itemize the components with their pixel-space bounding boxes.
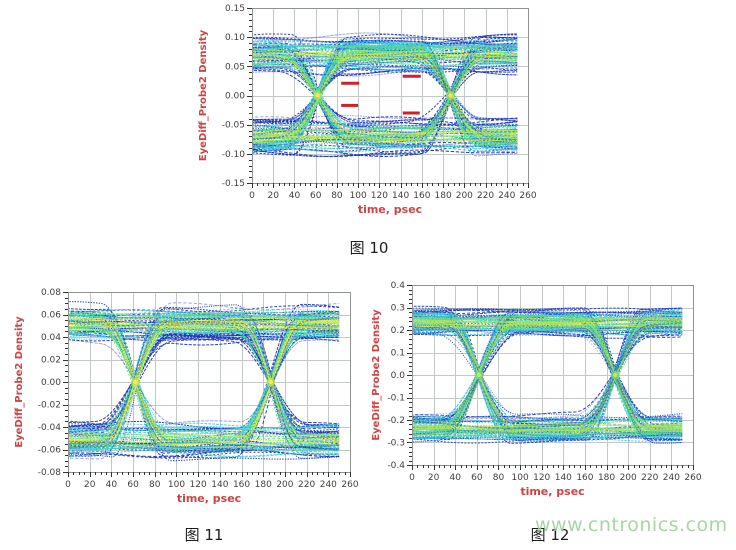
eye-diagram-canvas-11 <box>10 278 372 518</box>
eye-diagram-canvas-10 <box>193 0 545 232</box>
figure-11-caption: 图 11 <box>184 526 224 544</box>
figure-eye-diagram-10: 图 10 <box>193 0 545 258</box>
eye-diagram-canvas-12 <box>372 278 716 518</box>
figure-10-caption: 图 10 <box>349 239 389 257</box>
figure-eye-diagram-11: 图 11 <box>10 278 372 545</box>
figure-12-caption: 图 12 <box>530 526 570 544</box>
watermark: www.cntronics.com <box>535 514 728 536</box>
figure-eye-diagram-12: 图 12 <box>372 278 716 545</box>
